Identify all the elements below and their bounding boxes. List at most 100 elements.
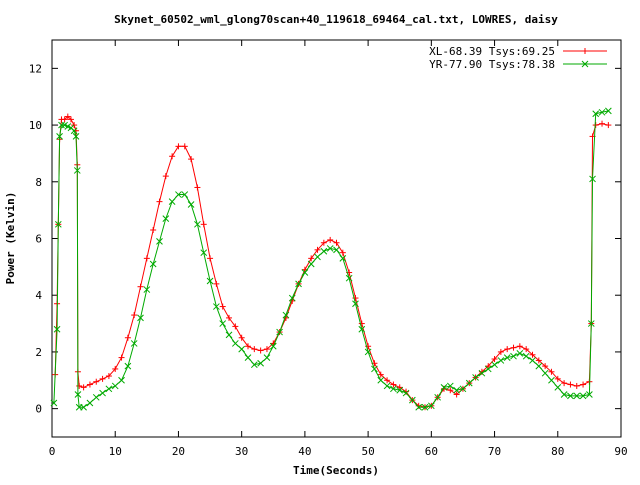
data-point xyxy=(263,354,271,361)
data-point xyxy=(206,277,214,285)
data-point xyxy=(339,249,346,256)
data-point xyxy=(586,391,593,398)
data-point xyxy=(580,381,587,388)
series-line xyxy=(53,110,609,408)
data-point xyxy=(269,342,277,350)
y-tick-label: 0 xyxy=(35,403,42,416)
data-point xyxy=(219,303,226,310)
data-point xyxy=(53,325,61,333)
x-tick-label: 0 xyxy=(49,445,56,458)
data-point xyxy=(54,220,62,228)
data-point xyxy=(333,239,340,246)
data-point xyxy=(589,175,596,183)
data-point xyxy=(64,113,71,120)
data-point xyxy=(535,357,542,364)
data-point xyxy=(56,133,63,140)
data-point xyxy=(383,382,391,390)
x-tick-label: 90 xyxy=(614,445,627,458)
data-point xyxy=(358,320,365,327)
data-point xyxy=(143,286,151,293)
data-point xyxy=(497,348,504,355)
data-point xyxy=(554,384,562,391)
data-point xyxy=(573,392,581,400)
data-point xyxy=(409,396,416,404)
data-point xyxy=(434,393,442,401)
data-point xyxy=(58,121,65,129)
data-point xyxy=(219,320,227,327)
data-point xyxy=(377,376,385,384)
data-point xyxy=(314,253,321,261)
data-point xyxy=(352,295,359,302)
chart-title: Skynet_60502_wml_glong70scan+40_119618_6… xyxy=(114,13,558,26)
data-point xyxy=(73,167,81,174)
data-point xyxy=(181,191,189,198)
data-point xyxy=(61,116,68,123)
data-point xyxy=(326,245,334,252)
data-point xyxy=(345,274,353,282)
data-point xyxy=(554,375,561,382)
data-point xyxy=(472,374,479,381)
data-point xyxy=(510,352,517,360)
data-point xyxy=(74,391,82,398)
data-point xyxy=(390,381,397,388)
data-point xyxy=(162,215,170,223)
data-point xyxy=(491,361,498,369)
data-point xyxy=(137,314,144,322)
data-point xyxy=(516,343,523,350)
data-point xyxy=(459,385,467,393)
data-point xyxy=(485,363,492,370)
data-point xyxy=(282,311,290,319)
data-point xyxy=(130,340,138,347)
x-axis-label: Time(Seconds) xyxy=(293,464,379,477)
data-point xyxy=(86,381,93,388)
x-tick-label: 50 xyxy=(361,445,374,458)
data-point xyxy=(384,377,391,384)
data-point xyxy=(93,378,100,385)
data-point xyxy=(579,392,587,400)
series-line xyxy=(54,115,609,408)
data-point xyxy=(478,369,486,377)
y-axis: 0 2 4 6 8 10 12 xyxy=(29,62,621,416)
data-point xyxy=(295,280,302,288)
data-point xyxy=(156,237,163,245)
data-point xyxy=(503,354,511,361)
data-point xyxy=(244,343,251,350)
data-point xyxy=(112,365,119,372)
data-point xyxy=(257,359,264,367)
data-point xyxy=(150,226,157,233)
data-point xyxy=(415,403,423,411)
data-point xyxy=(605,107,612,115)
data-point xyxy=(567,392,574,400)
data-point xyxy=(421,403,429,411)
data-point xyxy=(561,380,568,387)
data-point xyxy=(497,357,505,364)
data-point xyxy=(168,198,176,205)
x-tick-label: 70 xyxy=(488,445,501,458)
data-point xyxy=(548,376,555,384)
legend-marker xyxy=(581,60,589,68)
y-tick-label: 10 xyxy=(29,119,42,132)
data-point xyxy=(371,365,378,373)
data-point xyxy=(308,255,315,262)
data-point xyxy=(80,384,87,391)
series-layer xyxy=(50,107,612,411)
data-point xyxy=(99,389,106,397)
data-point xyxy=(137,283,144,290)
data-point xyxy=(207,255,214,262)
data-point xyxy=(573,382,580,389)
series-1 xyxy=(52,113,612,411)
data-point xyxy=(523,346,530,353)
data-point xyxy=(194,220,201,228)
legend-label: XL-68.39 Tsys:69.25 xyxy=(429,45,555,58)
data-point xyxy=(263,346,270,353)
data-point xyxy=(238,345,246,353)
data-point xyxy=(314,246,321,253)
data-point xyxy=(111,382,119,390)
data-point xyxy=(504,346,511,353)
data-point xyxy=(548,368,555,375)
data-point xyxy=(453,391,460,398)
x-tick-label: 10 xyxy=(109,445,122,458)
data-point xyxy=(188,156,195,163)
legend-label: YR-77.90 Tsys:78.38 xyxy=(429,58,555,71)
